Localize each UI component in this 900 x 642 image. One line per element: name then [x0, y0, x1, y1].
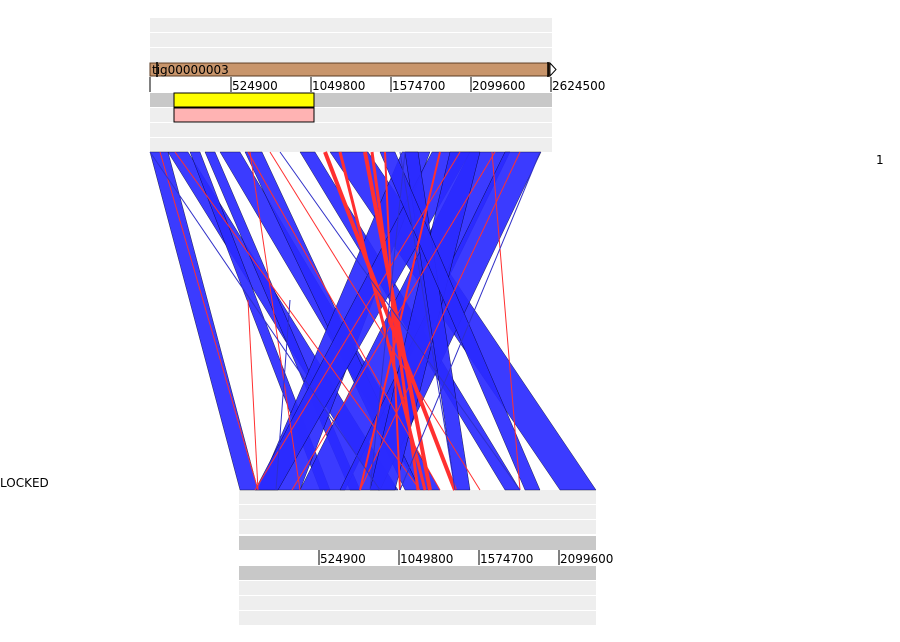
bottom-axis-ticks — [318, 550, 560, 565]
feature-yellow[interactable] — [173, 92, 315, 108]
forward-match-lines[interactable] — [149, 151, 541, 491]
bottom-tick-label: 1049800 — [400, 552, 454, 566]
top-tick-label: 1049800 — [312, 79, 366, 93]
feature-pink[interactable] — [173, 107, 315, 123]
top-tick-label: 524900 — [232, 79, 278, 93]
contig-end-arrow-icon — [549, 61, 557, 78]
top-contig-label: tig00000003 — [152, 63, 229, 77]
top-tick-label: 1574700 — [392, 79, 446, 93]
page-number: 1 — [876, 153, 884, 167]
top-tick-label: 2624500 — [552, 79, 606, 93]
reverse-match-lines[interactable] — [159, 151, 521, 491]
bottom-tick-label: 2099600 — [560, 552, 614, 566]
bottom-tick-label: 524900 — [320, 552, 366, 566]
locked-status-label: LOCKED — [0, 476, 49, 490]
bottom-tick-label: 1574700 — [480, 552, 534, 566]
top-tick-label: 2099600 — [472, 79, 526, 93]
top-axis-ticks — [149, 77, 552, 92]
top-contig-bar[interactable] — [149, 62, 550, 77]
bottom-genome-tracks — [239, 490, 596, 625]
